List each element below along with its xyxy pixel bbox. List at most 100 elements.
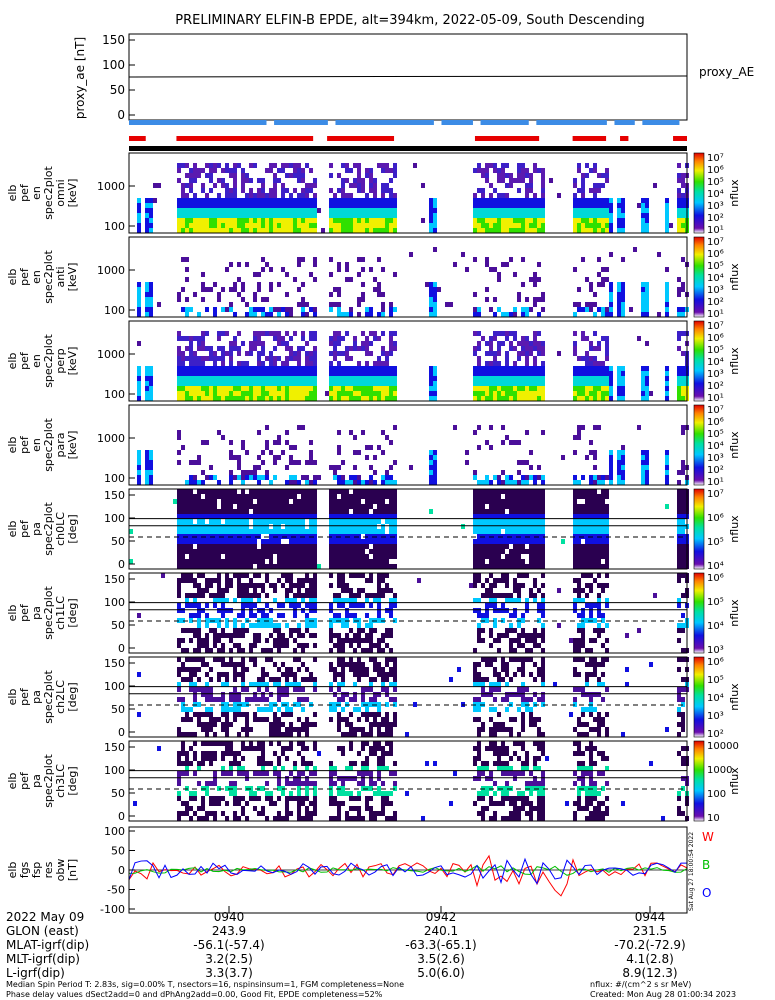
- heatmap-cell: [265, 489, 269, 494]
- heatmap-cell: [273, 628, 277, 633]
- heatmap-cell: [385, 583, 389, 588]
- heatmap-cell: [577, 307, 581, 312]
- heatmap-cell: [381, 223, 385, 228]
- heatmap-cell: [601, 643, 605, 648]
- heatmap-cell: [201, 712, 205, 717]
- heatmap-cell: [541, 376, 545, 381]
- heatmap-cell: [597, 341, 601, 346]
- heatmap-cell: [377, 648, 381, 653]
- heatmap-cell: [385, 494, 389, 499]
- heatmap-cell: [281, 223, 285, 228]
- heatmap-cell: [221, 504, 225, 509]
- heatmap-cell: [341, 228, 345, 233]
- heatmap-cell: [493, 396, 497, 401]
- heatmap-cell: [281, 361, 285, 366]
- heatmap-cell: [593, 346, 597, 351]
- heatmap-cell: [357, 381, 361, 386]
- heatmap-cell: [677, 554, 681, 559]
- heatmap-cell: [485, 228, 489, 233]
- heatmap-cell: [525, 539, 529, 544]
- heatmap-cell: [393, 341, 397, 346]
- heatmap-cell: [329, 391, 333, 396]
- heatmap-cell: [525, 208, 529, 213]
- heatmap-cell: [197, 509, 201, 514]
- heatmap-cell: [449, 302, 453, 307]
- heatmap-cell: [225, 509, 229, 514]
- heatmap-cell: [681, 514, 685, 519]
- heatmap-cell: [185, 173, 189, 178]
- heatmap-cell: [493, 578, 497, 583]
- heatmap-cell: [237, 514, 241, 519]
- heatmap-cell: [257, 213, 261, 218]
- heatmap-cell: [137, 282, 141, 287]
- heatmap-cell: [201, 524, 205, 529]
- heatmap-cell: [533, 356, 537, 361]
- heatmap-cell: [641, 455, 645, 460]
- heatmap-cell: [229, 213, 233, 218]
- heatmap-cell: [477, 628, 481, 633]
- heatmap-cell: [533, 529, 537, 534]
- heatmap-cell: [393, 163, 397, 168]
- heatmap-cell: [273, 371, 277, 376]
- heatmap-cell: [453, 425, 457, 430]
- heatmap-cell: [313, 213, 317, 218]
- heatmap-cell: [513, 371, 517, 376]
- heatmap-cell: [177, 638, 181, 643]
- heatmap-cell: [289, 672, 293, 677]
- heatmap-cell: [297, 717, 301, 722]
- heatmap-cell: [241, 588, 245, 593]
- heatmap-cell: [345, 559, 349, 564]
- heatmap-cell: [241, 173, 245, 178]
- heatmap-cell: [261, 386, 265, 391]
- heatmap-cell: [353, 559, 357, 564]
- heatmap-cell: [509, 366, 513, 371]
- heatmap-cell: [281, 633, 285, 638]
- heatmap-cell: [241, 287, 245, 292]
- heatmap-cell: [329, 489, 333, 494]
- heatmap-cell: [241, 628, 245, 633]
- heatmap-cell: [357, 302, 361, 307]
- heatmap-cell: [645, 470, 649, 475]
- heatmap-cell: [645, 287, 649, 292]
- heatmap-cell: [517, 623, 521, 628]
- heatmap-cell: [225, 712, 229, 717]
- heatmap-cell: [333, 489, 337, 494]
- heatmap-cell: [581, 425, 585, 430]
- heatmap-cell: [521, 386, 525, 391]
- heatmap-cell: [265, 717, 269, 722]
- heatmap-cell: [665, 480, 669, 485]
- heatmap-cell: [285, 356, 289, 361]
- status-bar-blue: [536, 120, 607, 125]
- heatmap-cell: [677, 178, 681, 183]
- heatmap-cell: [233, 559, 237, 564]
- heatmap-cell: [193, 292, 197, 297]
- heatmap-cell: [289, 356, 293, 361]
- heatmap-cell: [537, 475, 541, 480]
- heatmap-cell: [145, 203, 149, 208]
- heatmap-cell: [601, 361, 605, 366]
- heatmap-cell: [345, 638, 349, 643]
- heatmap-cell: [573, 331, 577, 336]
- heatmap-cell: [365, 223, 369, 228]
- heatmap-cell: [609, 455, 613, 460]
- heatmap-cell: [485, 198, 489, 203]
- heatmap-cell: [193, 692, 197, 697]
- panel-ylabel-line: elb: [6, 269, 19, 286]
- heatmap-cell: [361, 573, 365, 578]
- heatmap-cell: [269, 228, 273, 233]
- heatmap-cell: [277, 514, 281, 519]
- heatmap-cell: [137, 480, 141, 485]
- heatmap-cell: [349, 381, 353, 386]
- heatmap-cell: [389, 549, 393, 554]
- heatmap-cell: [497, 633, 501, 638]
- heatmap-cell: [229, 307, 233, 312]
- heatmap-cell: [369, 648, 373, 653]
- heatmap-cell: [265, 539, 269, 544]
- heatmap-cell: [233, 198, 237, 203]
- heatmap-cell: [681, 519, 685, 524]
- heatmap-cell: [489, 519, 493, 524]
- heatmap-cell: [193, 198, 197, 203]
- heatmap-cell: [581, 203, 585, 208]
- heatmap-cell: [301, 188, 305, 193]
- heatmap-cell: [265, 682, 269, 687]
